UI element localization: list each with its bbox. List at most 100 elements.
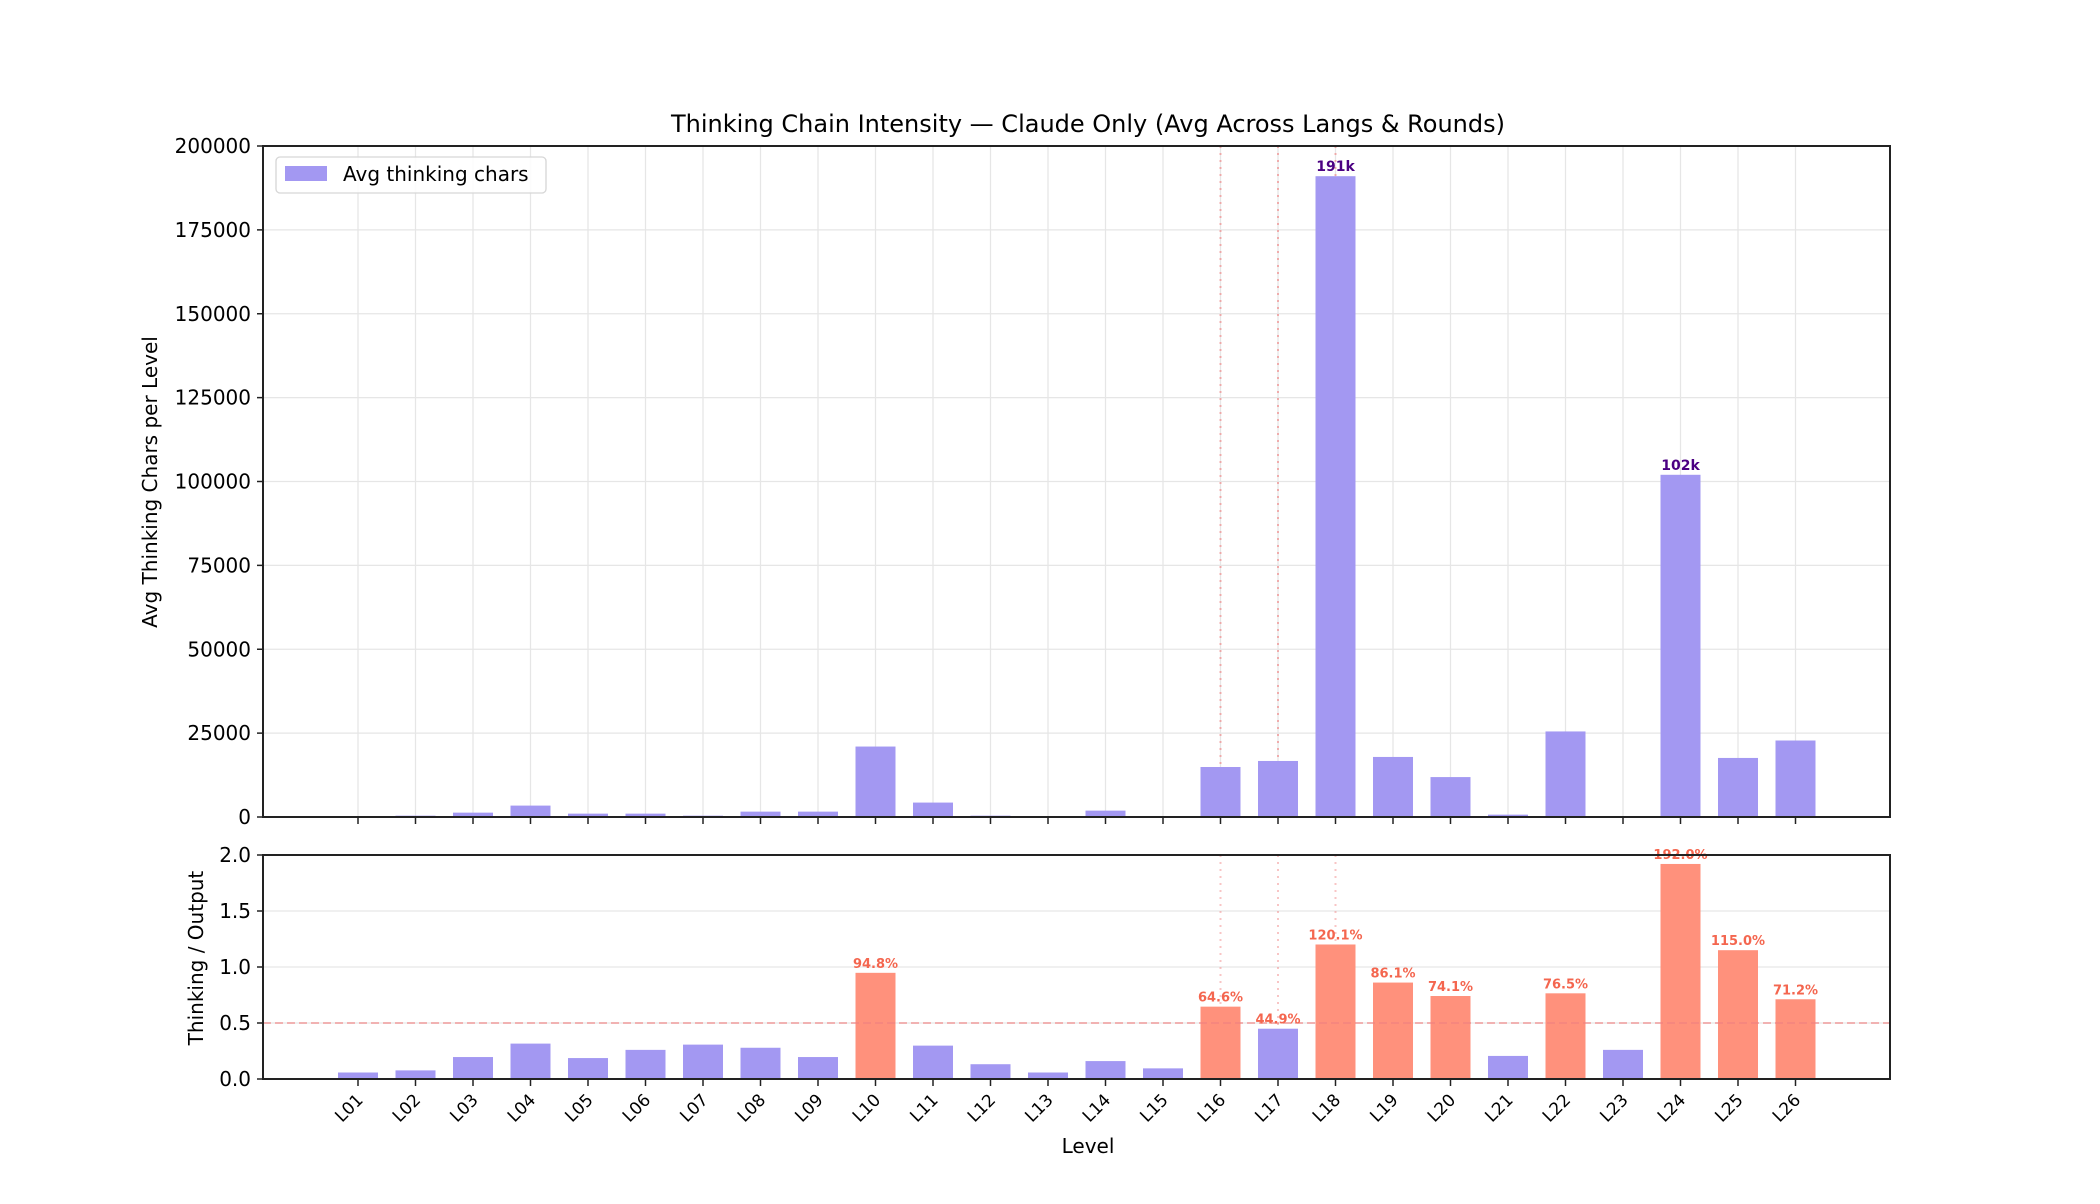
bar-value-label: 74.1%: [1428, 980, 1473, 995]
y-tick-label: 100000: [175, 470, 251, 494]
x-tick-label: L06: [619, 1090, 655, 1126]
bottom-y-axis-label: Thinking / Output: [184, 871, 208, 1047]
y-tick-label: 125000: [175, 386, 251, 410]
x-tick-label: L10: [849, 1090, 885, 1126]
bar-L11: [913, 1046, 953, 1079]
bar-L14: [1086, 1061, 1126, 1079]
x-tick-label: L05: [561, 1090, 597, 1126]
x-tick-label: L04: [504, 1090, 540, 1126]
x-tick-label: L23: [1596, 1090, 1632, 1126]
bar-L10: [856, 973, 896, 1079]
bar-value-label: 71.2%: [1773, 983, 1818, 998]
legend-swatch: [285, 166, 327, 181]
x-tick-label: L01: [331, 1090, 367, 1126]
x-tick-labels: L01 L02 L03 L04 L05 L06 L07 L08 L09 L10 L11 L12 L13 L…: [331, 1090, 1805, 1126]
legend-label: Avg thinking chars: [343, 162, 529, 186]
chart-title: Thinking Chain Intensity — Claude Only (…: [670, 110, 1505, 138]
bar-L17: [1258, 761, 1298, 817]
bar-L11: [913, 803, 953, 817]
x-tick-label: L09: [791, 1090, 827, 1126]
y-tick-label: 175000: [175, 218, 251, 242]
bar-L24: [1661, 475, 1701, 817]
x-tick-label: L21: [1481, 1090, 1517, 1126]
y-tick-label: 150000: [175, 302, 251, 326]
x-tick-label: L14: [1079, 1090, 1115, 1126]
bar-L04: [511, 806, 551, 817]
bar-L03: [453, 1057, 493, 1079]
y-tick-label: 200000: [175, 134, 251, 158]
bar-L26: [1776, 999, 1816, 1079]
bar-L25: [1718, 758, 1758, 817]
x-tick-label: L15: [1136, 1090, 1172, 1126]
bar-L05: [568, 1058, 608, 1079]
bar-value-label: 115.0%: [1711, 934, 1765, 949]
bar-value-label: 191k: [1316, 159, 1355, 175]
bar-L18: [1316, 944, 1356, 1079]
bar-value-label: 102k: [1661, 458, 1700, 474]
bar-L22: [1546, 731, 1586, 817]
x-tick-label: L24: [1654, 1090, 1690, 1126]
bar-L25: [1718, 950, 1758, 1079]
bar-L21: [1488, 1056, 1528, 1079]
bar-L09: [798, 1057, 838, 1079]
top-grid: [263, 146, 1890, 817]
bar-L23: [1603, 1050, 1643, 1079]
y-tick-label: 25000: [187, 721, 251, 745]
y-tick-label: 75000: [187, 553, 251, 577]
bar-value-label: 76.5%: [1543, 977, 1588, 992]
bar-L22: [1546, 993, 1586, 1079]
y-tick-label: 1.5: [219, 899, 251, 923]
x-tick-label: L08: [734, 1090, 770, 1126]
x-tick-label: L17: [1251, 1090, 1287, 1126]
bar-value-label: 44.9%: [1255, 1013, 1300, 1028]
x-tick-label: L26: [1769, 1090, 1805, 1126]
bar-L02: [396, 1070, 436, 1079]
y-tick-label: 1.0: [219, 955, 251, 979]
legend: Avg thinking chars: [276, 157, 546, 193]
x-tick-label: L19: [1366, 1090, 1402, 1126]
bottom-grid: [263, 855, 1890, 1079]
x-tick-label: L03: [446, 1090, 482, 1126]
x-tick-label: L16: [1194, 1090, 1230, 1126]
bar-L15: [1143, 1068, 1183, 1079]
bar-value-label: 86.1%: [1370, 967, 1415, 982]
bar-L10: [856, 747, 896, 817]
bar-L24: [1661, 864, 1701, 1079]
y-tick-label: 0.0: [219, 1067, 251, 1091]
bottom-bars: [338, 864, 1816, 1079]
bar-L16: [1201, 767, 1241, 817]
bar-L07: [683, 1045, 723, 1079]
y-tick-label: 2.0: [219, 843, 251, 867]
bar-value-label: 94.8%: [853, 957, 898, 972]
top-y-axis-label: Avg Thinking Chars per Level: [138, 336, 162, 628]
bar-L18: [1316, 176, 1356, 817]
bar-L19: [1373, 757, 1413, 817]
top-bars: [338, 176, 1816, 817]
bar-L17: [1258, 1029, 1298, 1079]
x-tick-label: L22: [1539, 1090, 1575, 1126]
y-tick-label: 0.5: [219, 1011, 251, 1035]
bar-value-label: 120.1%: [1308, 928, 1362, 943]
x-axis-label: Level: [1062, 1134, 1115, 1158]
y-tick-label: 50000: [187, 637, 251, 661]
bar-L20: [1431, 996, 1471, 1079]
bar-L04: [511, 1044, 551, 1079]
x-tick-label: L25: [1711, 1090, 1747, 1126]
bar-L06: [626, 1050, 666, 1079]
x-tick-label: L18: [1309, 1090, 1345, 1126]
x-tick-label: L11: [906, 1090, 942, 1126]
x-tick-label: L02: [389, 1090, 425, 1126]
bar-L26: [1776, 741, 1816, 817]
y-tick-label: 0: [238, 805, 251, 829]
bar-L12: [971, 1064, 1011, 1079]
bar-value-label: 64.6%: [1198, 991, 1243, 1006]
x-tick-label: L20: [1424, 1090, 1460, 1126]
x-tick-label: L07: [676, 1090, 712, 1126]
bar-L16: [1201, 1007, 1241, 1079]
bar-L19: [1373, 983, 1413, 1079]
bar-L20: [1431, 777, 1471, 817]
x-tick-label: L12: [964, 1090, 1000, 1126]
x-tick-label: L13: [1021, 1090, 1057, 1126]
